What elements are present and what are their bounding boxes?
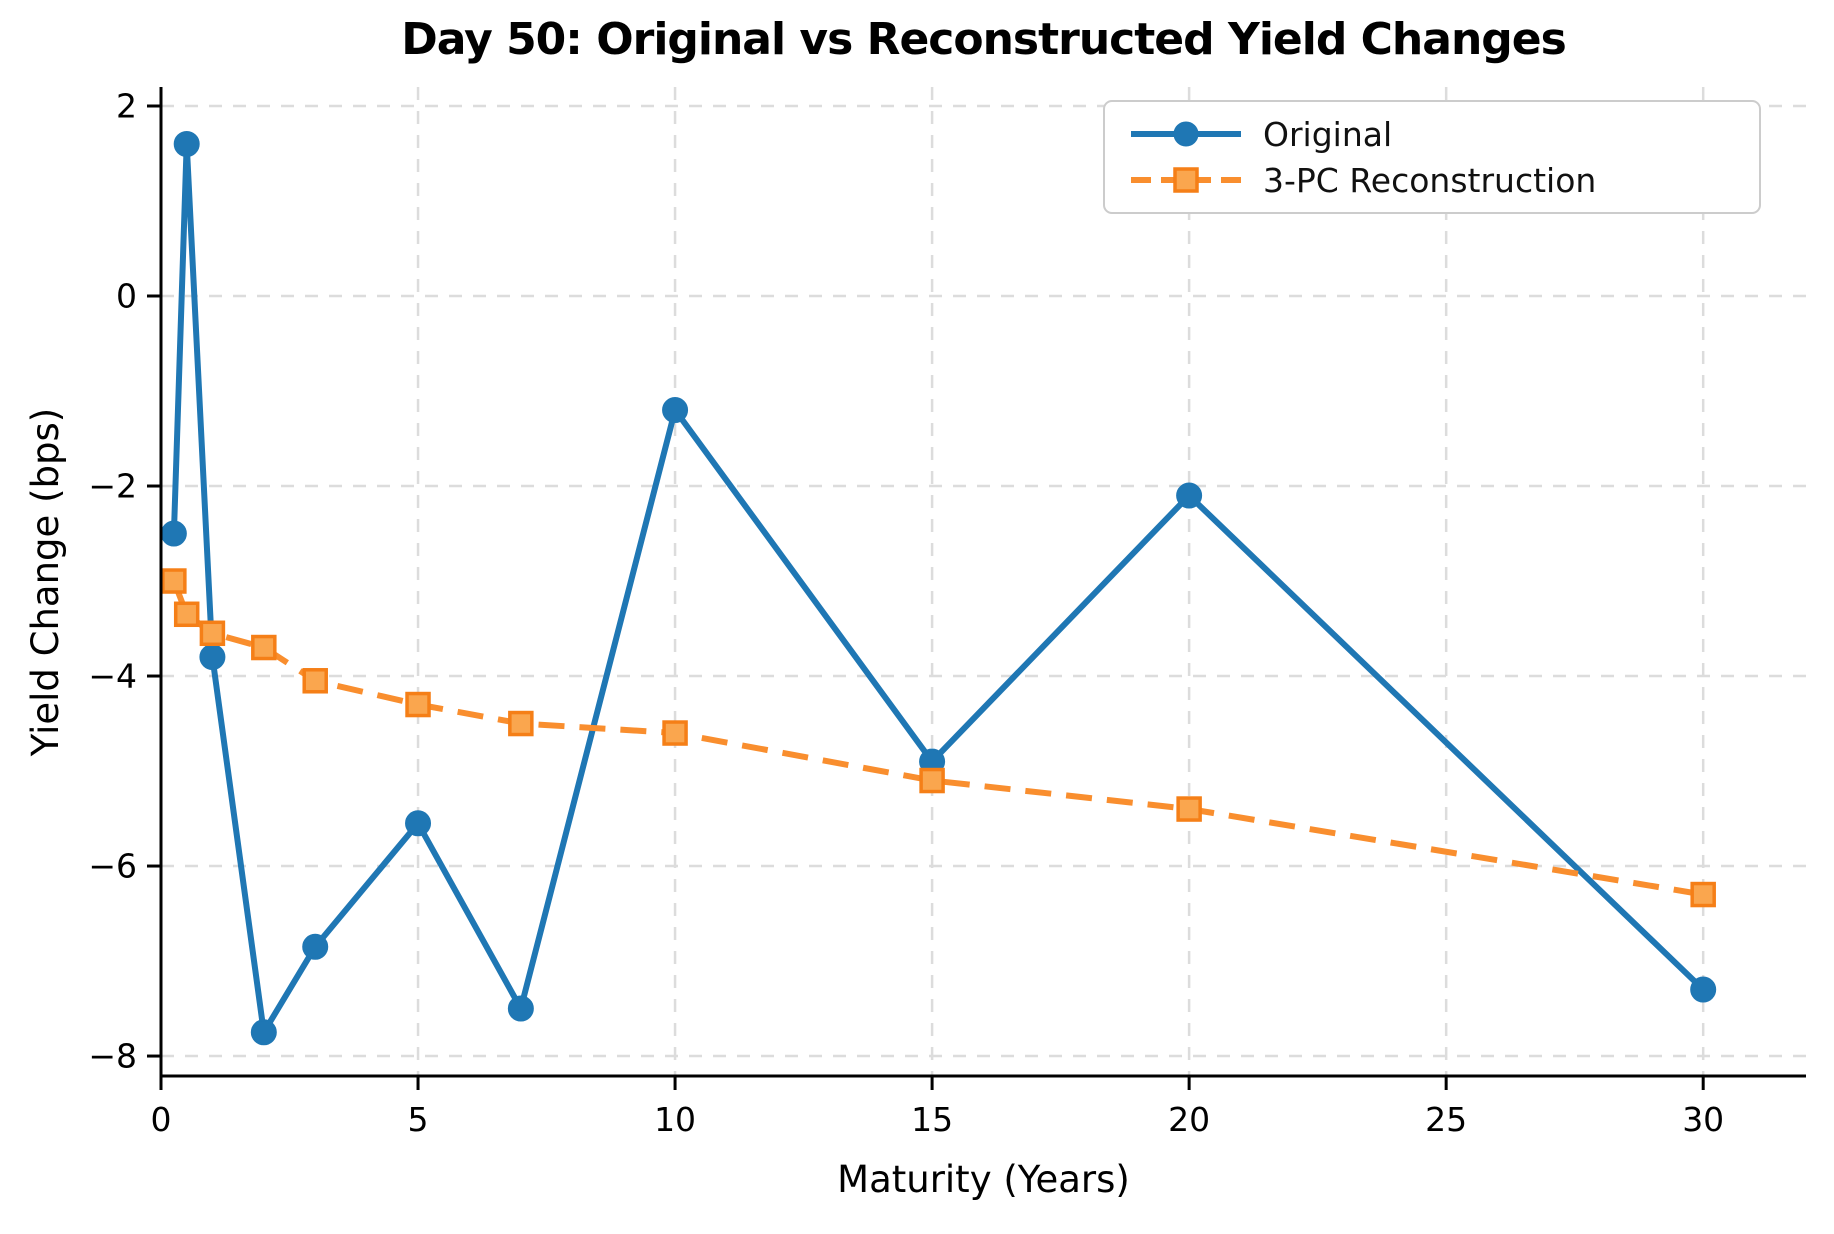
x-tick-label: 5 [408, 1100, 429, 1139]
data-point-Original [160, 520, 187, 547]
data-point-3-PC Reconstruction [1690, 881, 1716, 908]
series-line-1 [171, 579, 1704, 898]
legend-label-reconstruction: 3-PC Reconstruction [1263, 160, 1597, 200]
y-tick-label: 2 [116, 87, 137, 126]
x-tick-label: 30 [1682, 1100, 1724, 1139]
legend-glyph-original-line-circle-icon [1131, 121, 1241, 147]
y-tick-label: −8 [88, 1037, 137, 1076]
data-point-3-PC Reconstruction [173, 601, 200, 628]
series-line-0 [170, 141, 1706, 1036]
legend-glyph-reconstruction-line-square-icon [1131, 167, 1241, 193]
data-point-3-PC Reconstruction [199, 620, 226, 647]
data-point-Original [173, 131, 200, 158]
legend-item-reconstruction: 3-PC Reconstruction [1115, 158, 1749, 202]
data-point-Original [405, 810, 432, 837]
x-tick-label: 15 [911, 1100, 953, 1139]
data-point-Original [507, 995, 534, 1022]
y-tick-label: −2 [88, 467, 137, 506]
legend-item-original: Original [1115, 112, 1749, 156]
data-point-3-PC Reconstruction [1176, 796, 1202, 822]
data-point-3-PC Reconstruction [508, 710, 534, 737]
data-point-Original [1690, 976, 1717, 1003]
data-point-3-PC Reconstruction [919, 767, 945, 794]
data-point-3-PC Reconstruction [302, 668, 328, 694]
legend: Original 3-PC Reconstruction [1103, 100, 1761, 214]
x-tick-label: 20 [1168, 1100, 1210, 1139]
x-tick-label: 25 [1425, 1100, 1467, 1139]
data-point-3-PC Reconstruction [405, 691, 431, 718]
y-tick-label: −4 [88, 657, 137, 696]
legend-label-original: Original [1263, 114, 1393, 154]
data-point-Original [302, 933, 329, 960]
y-tick-label: 0 [116, 277, 137, 316]
data-point-3-PC Reconstruction [161, 568, 187, 594]
chart-title: Day 50: Original vs Reconstructed Yield … [401, 14, 1567, 65]
data-point-Original [199, 644, 226, 671]
x-axis-label: Maturity (Years) [837, 1158, 1130, 1201]
x-tick-label: 10 [654, 1100, 696, 1139]
x-tick-label: 0 [151, 1100, 172, 1139]
data-point-Original [250, 1019, 277, 1046]
data-point-3-PC Reconstruction [251, 634, 277, 661]
y-tick-label: −6 [88, 847, 137, 886]
data-point-3-PC Reconstruction [662, 720, 688, 746]
data-point-Original [1176, 482, 1203, 509]
data-point-Original [662, 397, 689, 424]
